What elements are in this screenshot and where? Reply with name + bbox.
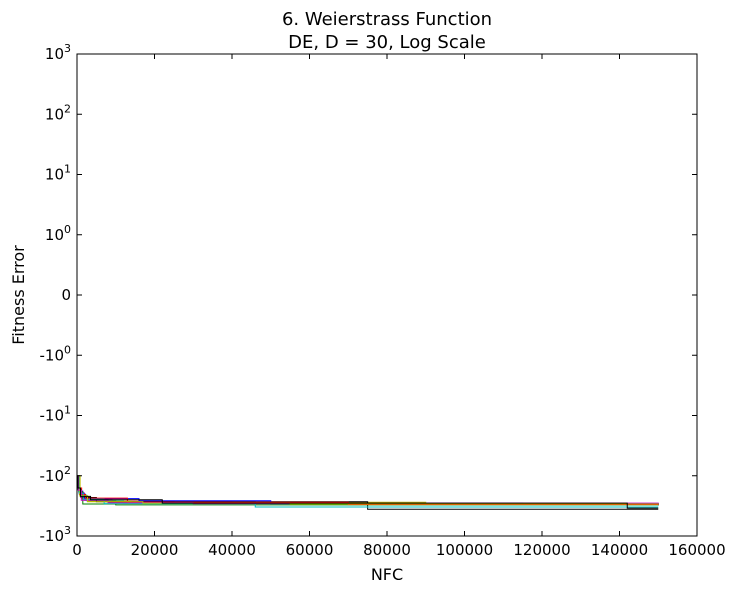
y-tick-label: 0 — [61, 286, 71, 304]
y-tick-label: -101 — [40, 404, 72, 425]
x-tick-label: 40000 — [208, 541, 256, 559]
series-line-12 — [76, 54, 659, 505]
x-tick-label: 140000 — [591, 541, 648, 559]
series-line-6 — [76, 54, 659, 505]
x-axis: 0 20000 40000 60000 80000 100000 120000 140000 1… — [72, 54, 726, 559]
series-line-13 — [76, 54, 659, 505]
series-line-3 — [76, 54, 659, 505]
series-line-5 — [76, 54, 659, 505]
series-line-9 — [76, 54, 659, 506]
series-line-11 — [76, 54, 659, 508]
y-tick-label: 101 — [45, 163, 71, 184]
x-tick-label: 160000 — [668, 541, 725, 559]
y-tick-label: -102 — [40, 464, 72, 485]
y-axis: 103 102 101 100 0 -100 -101 -102 -103 — [40, 42, 697, 545]
x-tick-label: 60000 — [286, 541, 334, 559]
y-tick-label: 100 — [45, 223, 71, 244]
series-line-2 — [76, 54, 659, 505]
y-tick-label: 102 — [45, 102, 71, 123]
y-axis-label: Fitness Error — [9, 245, 28, 345]
y-tick-label: 103 — [45, 42, 71, 63]
x-axis-label: NFC — [371, 565, 403, 584]
chart-title: 6. Weierstrass Function — [282, 9, 492, 30]
chart-subtitle: DE, D = 30, Log Scale — [288, 32, 486, 53]
series-line-7 — [76, 54, 659, 510]
series-line-8 — [76, 54, 659, 505]
x-tick-label: 0 — [72, 541, 82, 559]
series-line-10 — [76, 54, 659, 505]
y-tick-label: -103 — [40, 524, 72, 545]
x-tick-label: 120000 — [513, 541, 570, 559]
series-line-4 — [76, 54, 659, 505]
series-layer — [76, 54, 659, 510]
series-line-14 — [76, 54, 659, 509]
y-tick-label: -100 — [40, 343, 72, 364]
plot-frame — [76, 53, 698, 537]
series-line-1 — [76, 54, 659, 506]
x-tick-label: 20000 — [131, 541, 179, 559]
x-tick-label: 100000 — [436, 541, 493, 559]
x-tick-label: 80000 — [363, 541, 411, 559]
